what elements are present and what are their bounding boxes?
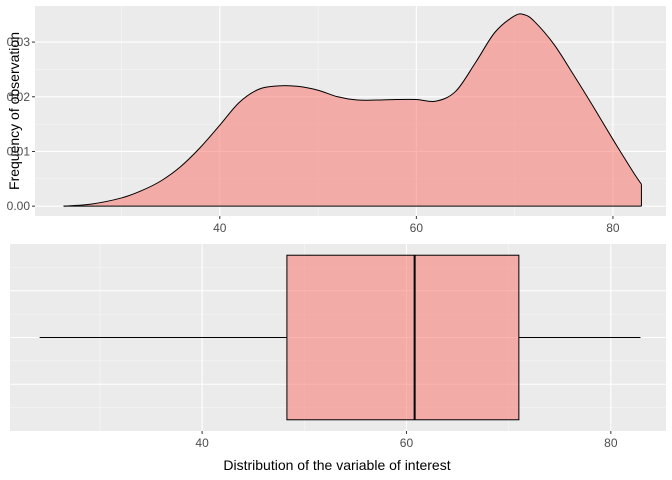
density-fill: [63, 13, 642, 207]
boxplot-x-axis: 40 60 80: [195, 431, 618, 450]
density-x-tick-label: 40: [213, 221, 227, 235]
boxplot-box: [286, 254, 520, 421]
density-panel: 0.00 0.01 0.02 0.03 40 60 80 Frequency of obs…: [6, 6, 666, 235]
density-x-tick-label: 80: [606, 221, 620, 235]
density-x-tick-label: 60: [410, 221, 424, 235]
density-y-tick-label: 0.03: [7, 35, 31, 49]
density-curve: [63, 13, 642, 207]
density-y-axis-title: Frequency of observation: [6, 32, 22, 190]
boxplot-panel: 40 60 80 Distribution of the variable of i…: [10, 244, 666, 473]
density-area: [63, 13, 642, 207]
density-y-tick-label: 0.00: [7, 199, 31, 213]
boxplot: [39, 254, 641, 421]
density-x-axis: 40 60 80: [213, 216, 620, 235]
boxplot-x-tick-label: 60: [400, 436, 414, 450]
density-y-tick-label: 0.01: [7, 144, 31, 158]
boxplot-x-tick-label: 40: [195, 436, 209, 450]
boxplot-x-tick-label: 80: [604, 436, 618, 450]
boxplot-x-axis-title: Distribution of the variable of interest: [223, 457, 450, 473]
density-y-axis: 0.00 0.01 0.02 0.03: [7, 35, 35, 213]
density-y-tick-label: 0.02: [7, 90, 31, 104]
